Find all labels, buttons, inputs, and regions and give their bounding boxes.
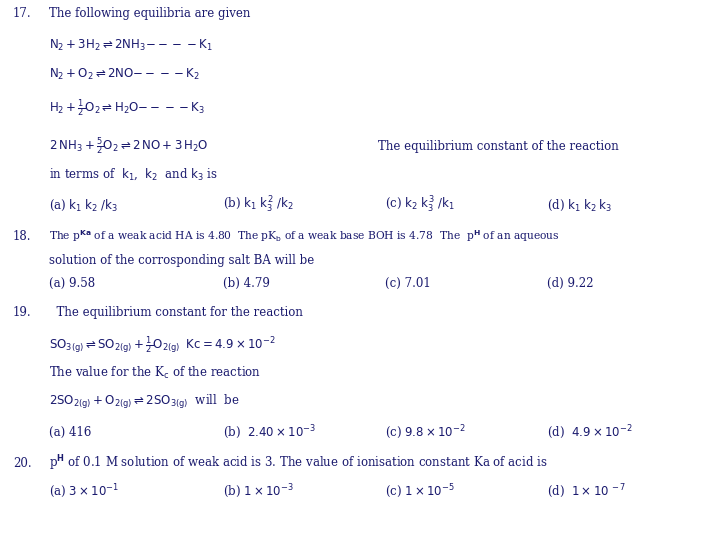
Text: 18.: 18. xyxy=(13,230,32,244)
Text: (d)  $\mathrm{1 \times 10^{\,-7}}$: (d) $\mathrm{1 \times 10^{\,-7}}$ xyxy=(547,482,626,500)
Text: (a) 9.58: (a) 9.58 xyxy=(49,277,95,290)
Text: (c) $\mathrm{1 \times 10^{-5}}$: (c) $\mathrm{1 \times 10^{-5}}$ xyxy=(385,482,455,500)
Text: solution of the corrosponding salt BA will be: solution of the corrosponding salt BA wi… xyxy=(49,253,314,267)
Text: (a) $\mathrm{k_1\; k_2 \;/ k_3}$: (a) $\mathrm{k_1\; k_2 \;/ k_3}$ xyxy=(49,198,117,214)
Text: (c) $\mathrm{k_2\; k_3^{\,3} \;/ k_1}$: (c) $\mathrm{k_2\; k_3^{\,3} \;/ k_1}$ xyxy=(385,195,455,216)
Text: (d) $\mathrm{k_1\; k_2\; k_3}$: (d) $\mathrm{k_1\; k_2\; k_3}$ xyxy=(547,198,613,214)
Text: The following equilibria are given: The following equilibria are given xyxy=(49,7,251,20)
Text: p$^{\mathbf{H}}$ of 0.1 M solution of weak acid is 3. The value of ionisation co: p$^{\mathbf{H}}$ of 0.1 M solution of we… xyxy=(49,453,548,473)
Text: $\mathrm{SO_{3(g)} \rightleftharpoons SO_{2(g)} + \frac{1}{2}O_{2(g)}}$$\;\;\mat: $\mathrm{SO_{3(g)} \rightleftharpoons SO… xyxy=(49,334,276,356)
Text: (c) 7.01: (c) 7.01 xyxy=(385,277,431,290)
Text: (a) $\mathrm{3 \times 10^{-1}}$: (a) $\mathrm{3 \times 10^{-1}}$ xyxy=(49,482,120,500)
Text: 17.: 17. xyxy=(13,7,32,20)
Text: $\mathrm{H_2 + \frac{1}{2}O_2 \rightleftharpoons H_2O}$$\mathrm{- - - -K_3}$: $\mathrm{H_2 + \frac{1}{2}O_2 \rightleft… xyxy=(49,97,205,118)
Text: $\mathrm{2\,NH_3 + \frac{5}{2}O_2 \rightleftharpoons 2\,NO + 3\,H_2O}$: $\mathrm{2\,NH_3 + \frac{5}{2}O_2 \right… xyxy=(49,136,209,157)
Text: The equilibrium constant for the reaction: The equilibrium constant for the reactio… xyxy=(49,306,303,320)
Text: (b) 4.79: (b) 4.79 xyxy=(223,277,270,290)
Text: $\mathrm{N_2 + 3H_2 \rightleftharpoons 2NH_3}$$\mathrm{- - - -K_1}$: $\mathrm{N_2 + 3H_2 \rightleftharpoons 2… xyxy=(49,38,212,53)
Text: (b)  $\mathrm{2.40 \times 10^{-3}}$: (b) $\mathrm{2.40 \times 10^{-3}}$ xyxy=(223,423,317,441)
Text: 19.: 19. xyxy=(13,306,32,320)
Text: (b) $\mathrm{1 \times 10^{-3}}$: (b) $\mathrm{1 \times 10^{-3}}$ xyxy=(223,482,294,500)
Text: The p$^{\mathbf{Ka}}$ of a weak acid HA is 4.80  The pK$_{\mathrm{b}}$ of a weak: The p$^{\mathbf{Ka}}$ of a weak acid HA … xyxy=(49,229,559,244)
Text: (b) $\mathrm{k_1\; k_3^{\,2} \;/ k_2}$: (b) $\mathrm{k_1\; k_3^{\,2} \;/ k_2}$ xyxy=(223,195,294,216)
Text: $\mathrm{2SO_{2(g)} + O_{2(g)} \rightleftharpoons 2SO_{3(g)}}$  will  be: $\mathrm{2SO_{2(g)} + O_{2(g)} \rightlef… xyxy=(49,393,240,410)
Text: $\mathrm{N_2 + O_2 \rightleftharpoons 2NO}$$\mathrm{- - - -K_2}$: $\mathrm{N_2 + O_2 \rightleftharpoons 2N… xyxy=(49,67,200,82)
Text: The equilibrium constant of the reaction: The equilibrium constant of the reaction xyxy=(378,140,618,153)
Text: The value for the K$_{\mathrm{c}}$ of the reaction: The value for the K$_{\mathrm{c}}$ of th… xyxy=(49,365,261,381)
Text: (d) 9.22: (d) 9.22 xyxy=(547,277,594,290)
Text: (a) 416: (a) 416 xyxy=(49,426,91,439)
Text: (d)  $\mathrm{4.9 \times 10^{-2}}$: (d) $\mathrm{4.9 \times 10^{-2}}$ xyxy=(547,423,633,441)
Text: 20.: 20. xyxy=(13,457,32,470)
Text: (c) $\mathrm{9.8 \times 10^{-2}}$: (c) $\mathrm{9.8 \times 10^{-2}}$ xyxy=(385,423,466,441)
Text: in terms of  $\mathrm{k_1}$,  $\mathrm{k_2}$  and $\mathrm{k_3}$ is: in terms of $\mathrm{k_1}$, $\mathrm{k_2… xyxy=(49,167,218,182)
